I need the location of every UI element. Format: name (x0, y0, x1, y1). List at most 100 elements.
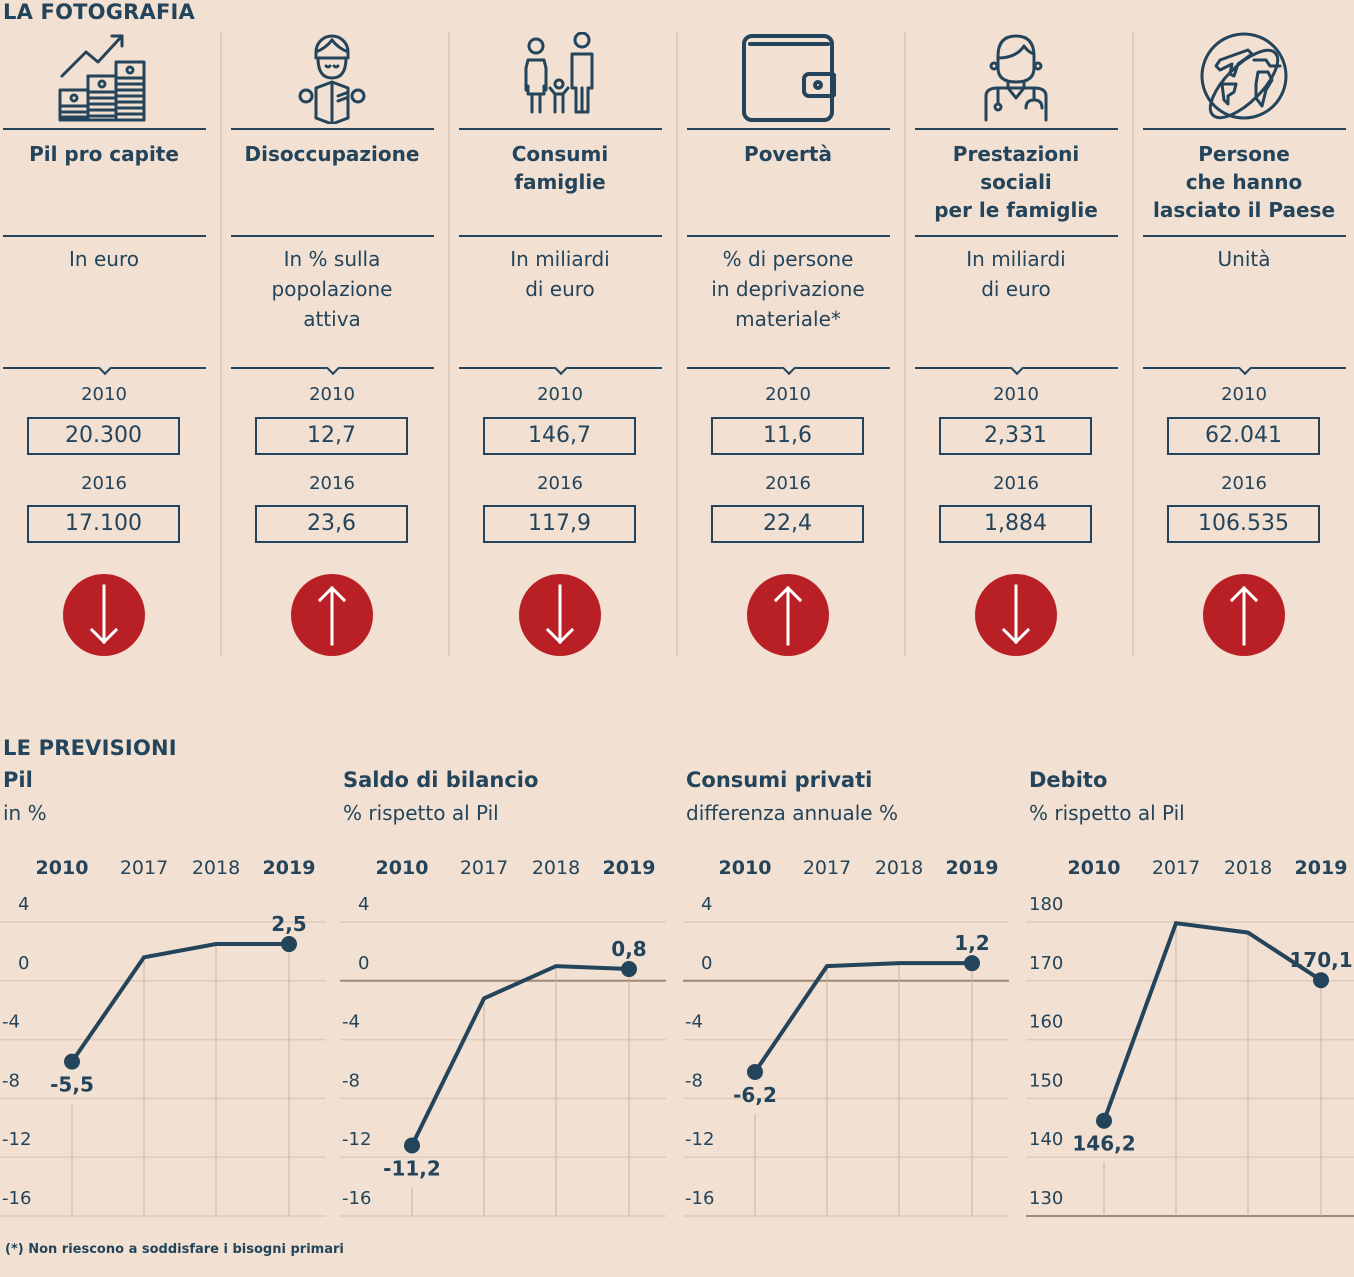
section-title-previsioni: LE PREVISIONI (3, 736, 177, 760)
line-chart-3: 4 0 -4 -8 -12 -16 2010 2017 2018 2019 -6,2 1,2 (683, 857, 1009, 1217)
value-2016: 117,9 (483, 505, 636, 543)
y-tick-label: -16 (342, 1188, 371, 1209)
divider (1143, 235, 1346, 237)
chart-subtitle: % rispetto al Pil (343, 801, 499, 825)
y-tick-label: -8 (342, 1070, 360, 1091)
arrow-up-icon (773, 585, 803, 646)
chart-title: Saldo di bilancio (343, 768, 539, 792)
divider (231, 235, 434, 237)
indicator-column: Povertà % di persone in deprivazione mat… (684, 32, 892, 656)
column-separator (448, 32, 450, 656)
indicator-unit: In miliardi di euro (966, 247, 1066, 301)
data-label: 1,2 (954, 931, 989, 955)
indicator-column: Consumi famiglie In miliardi di euro 201… (456, 32, 664, 656)
divider (687, 235, 890, 237)
series-line (70, 942, 289, 1063)
divider (915, 128, 1118, 130)
series-line (410, 964, 630, 1147)
money-growth-icon (0, 32, 208, 127)
data-point (404, 1137, 420, 1154)
value-2010: 146,7 (483, 417, 636, 455)
column-separator (220, 32, 222, 656)
indicator-column: Prestazioni sociali per le famiglie In m… (912, 32, 1120, 656)
chart-title: Pil (3, 768, 33, 792)
indicator-column: Persone che hanno lasciato il Paese Unit… (1140, 32, 1348, 656)
column-separator (904, 32, 906, 656)
y-tick-label: -12 (342, 1129, 371, 1150)
x-category-label: 2019 (1295, 857, 1348, 879)
data-label: 146,2 (1072, 1132, 1135, 1156)
trend-badge (291, 574, 373, 656)
section-title-fotografia: LA FOTOGRAFIA (3, 0, 195, 24)
year-label-2016: 2016 (309, 473, 355, 494)
indicator-title: Povertà (744, 142, 832, 166)
data-label: 2,5 (271, 912, 306, 936)
arrow-up-icon (1229, 585, 1259, 646)
y-tick-label: -16 (685, 1188, 714, 1209)
y-tick-label: 4 (18, 894, 29, 915)
year-label-2010: 2010 (81, 384, 127, 405)
chart-header: Consumi privati differenza annuale % (686, 764, 898, 830)
chart-subtitle: in % (3, 801, 47, 825)
x-category-label: 2017 (460, 857, 508, 879)
data-label: 0,8 (611, 937, 646, 961)
series-line (1102, 920, 1323, 1122)
value-2010: 12,7 (255, 417, 408, 455)
x-category-label: 2018 (532, 857, 580, 879)
x-category-label: 2019 (263, 857, 316, 879)
arrow-down-icon (1001, 584, 1031, 645)
year-label-2010: 2010 (765, 384, 811, 405)
data-point (964, 955, 980, 972)
y-tick-label: -8 (2, 1070, 20, 1091)
indicator-title: Disoccupazione (244, 142, 420, 166)
y-tick-label: -16 (2, 1188, 31, 1209)
indicator-title: Consumi famiglie (511, 142, 609, 194)
value-2010: 20.300 (27, 417, 180, 455)
y-tick-label: 160 (1029, 1012, 1063, 1033)
divider (459, 235, 662, 237)
chart-subtitle: % rispetto al Pil (1029, 801, 1185, 825)
column-separator (676, 32, 678, 656)
y-tick-label: -4 (685, 1012, 703, 1033)
indicator-title: Prestazioni sociali per le famiglie (934, 142, 1098, 222)
trend-badge (519, 574, 601, 656)
arrow-down-icon (545, 584, 575, 645)
x-category-label: 2010 (36, 857, 89, 879)
y-tick-label: -4 (2, 1012, 20, 1033)
y-tick-label: 0 (701, 953, 712, 974)
chart-header: Saldo di bilancio % rispetto al Pil (343, 764, 538, 830)
divider (915, 235, 1118, 237)
reading-person-icon (228, 32, 436, 127)
year-label-2016: 2016 (81, 473, 127, 494)
divider-with-notch (231, 367, 434, 369)
y-tick-label: 170 (1029, 953, 1063, 974)
divider-with-notch (1143, 367, 1346, 369)
doctor-icon (912, 32, 1120, 127)
divider (3, 235, 206, 237)
y-tick-label: 4 (701, 894, 712, 915)
indicator-unit: % di persone in deprivazione materiale* (711, 247, 865, 331)
divider-with-notch (687, 367, 890, 369)
indicator-unit: In euro (69, 247, 139, 271)
value-2010: 62.041 (1167, 417, 1320, 455)
data-point (281, 936, 297, 953)
chart-header: Debito % rispetto al Pil (1029, 764, 1185, 830)
divider (1143, 128, 1346, 130)
divider-with-notch (3, 367, 206, 369)
x-category-label: 2010 (376, 857, 429, 879)
x-category-label: 2017 (120, 857, 168, 879)
indicator-column: Pil pro capite In euro 2010 20.300 2016 … (0, 32, 208, 656)
value-2016: 1,884 (939, 505, 1092, 543)
indicator-title: Persone che hanno lasciato il Paese (1152, 142, 1336, 222)
line-chart-2: 4 0 -4 -8 -12 -16 2010 2017 2018 2019 -11,2 0,8 (340, 857, 666, 1217)
indicator-title: Pil pro capite (29, 142, 179, 166)
divider (231, 128, 434, 130)
x-category-label: 2018 (1224, 857, 1272, 879)
value-2016: 17.100 (27, 505, 180, 543)
value-2010: 11,6 (711, 417, 864, 455)
x-category-label: 2010 (719, 857, 772, 879)
data-point (621, 961, 637, 978)
column-separator (1132, 32, 1134, 656)
value-2016: 106.535 (1167, 505, 1320, 543)
year-label-2010: 2010 (1221, 384, 1267, 405)
